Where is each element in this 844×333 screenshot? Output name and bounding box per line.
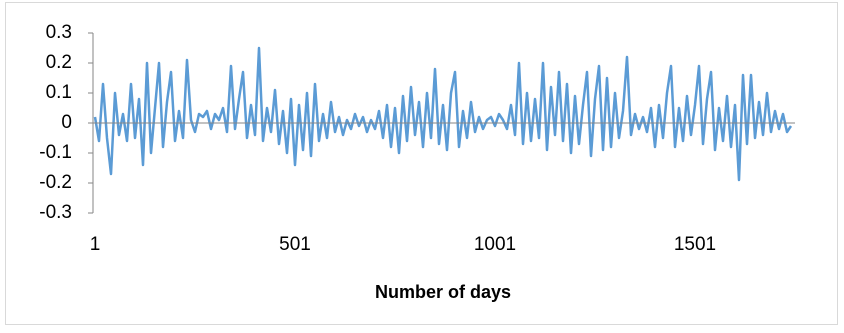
y-tick-label: -0.2 — [39, 172, 72, 193]
y-tick-label: 0.1 — [46, 82, 72, 103]
y-tick-label: 0 — [61, 112, 72, 133]
chart-border — [5, 2, 838, 325]
x-tick-label: 1 — [90, 234, 101, 255]
x-tick-label: 501 — [279, 234, 311, 255]
x-axis-label: Number of days — [375, 282, 511, 302]
x-tick-label: 1501 — [674, 234, 716, 255]
y-tick-label: 0.3 — [46, 22, 72, 43]
data-line — [93, 46, 793, 182]
y-tick-label: -0.3 — [39, 202, 72, 223]
x-tick-label: 1001 — [474, 234, 516, 255]
y-tick-label: -0.1 — [39, 142, 72, 163]
y-tick-label: 0.2 — [46, 52, 72, 73]
